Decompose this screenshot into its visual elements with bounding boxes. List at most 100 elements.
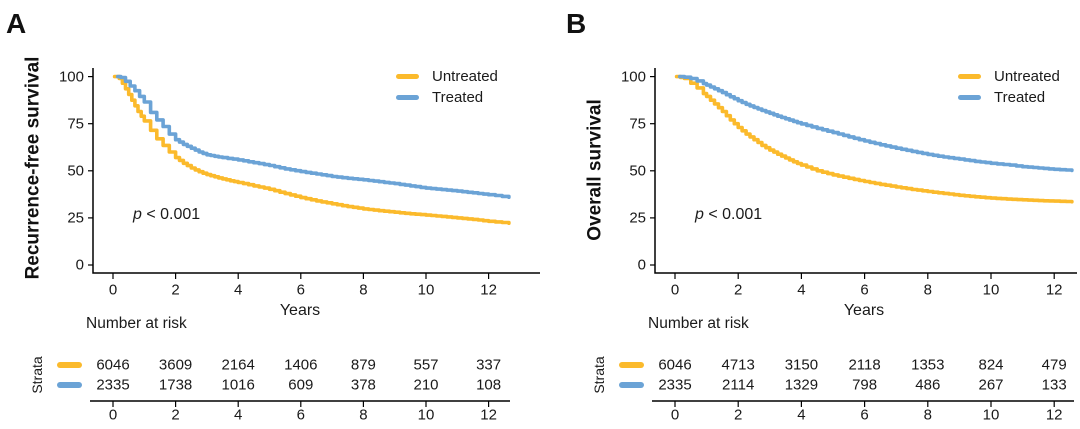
risk-count-untreated-b: 2118	[848, 356, 881, 374]
risk-count-treated-a: 2335	[96, 376, 130, 394]
x-tick-label-a: 12	[480, 281, 497, 299]
risk-count-untreated-b: 6046	[658, 356, 692, 374]
legend-swatch-untreated-icon	[958, 74, 981, 79]
x-tick-label-b: 8	[923, 281, 932, 299]
p-symbol-a: p	[133, 206, 142, 223]
risk-count-treated-b: 798	[852, 376, 878, 394]
x-tick-label-b: 10	[982, 281, 1000, 299]
y-tick-label-b: 75	[629, 115, 646, 133]
risk-table-header-a: Number at risk	[86, 315, 187, 332]
risk-count-treated-a: 609	[288, 376, 314, 394]
risk-tick-label-b: 8	[923, 406, 932, 424]
strata-label-a: Strata	[29, 356, 45, 394]
survival-curve-treated-a	[115, 74, 511, 199]
risk-row-swatch-untreated-icon	[619, 362, 644, 368]
risk-row-swatch-treated-icon	[57, 382, 82, 388]
legend-label-untreated: Untreated	[432, 68, 498, 85]
risk-count-untreated-b: 4713	[721, 356, 755, 374]
survival-curve-untreated-a	[112, 74, 511, 225]
risk-count-treated-b: 1329	[784, 376, 819, 394]
y-axis-title-recurrence-free-survival: Recurrence-free survival	[22, 56, 44, 280]
risk-tick-label-a: 2	[171, 406, 180, 424]
x-tick-label-b: 12	[1045, 281, 1063, 299]
risk-tick-label-a: 4	[234, 406, 243, 424]
legend-label-treated: Treated	[432, 89, 484, 106]
x-axis-title-years-a: Years	[279, 302, 321, 319]
x-tick-label-b: 0	[670, 281, 680, 299]
x-axis-title-years-b: Years	[843, 302, 885, 319]
x-tick-label-b: 4	[797, 281, 806, 299]
x-tick-label-a: 2	[171, 281, 180, 299]
legend-label-untreated: Untreated	[994, 68, 1060, 85]
x-tick-label-b: 2	[734, 281, 743, 299]
risk-count-treated-a: 210	[413, 376, 439, 394]
risk-count-treated-b: 133	[1041, 376, 1067, 394]
risk-count-untreated-b: 1353	[911, 356, 945, 374]
risk-count-treated-b: 2335	[658, 376, 692, 394]
risk-tick-label-b: 10	[982, 406, 1000, 424]
risk-count-untreated-b: 3150	[784, 356, 819, 374]
risk-tick-label-b: 0	[670, 406, 680, 424]
legend-a: Untreated Treated	[396, 66, 498, 108]
risk-row-swatch-untreated-icon	[57, 362, 82, 368]
risk-count-treated-a: 1738	[158, 376, 193, 394]
risk-tick-label-a: 6	[296, 406, 305, 424]
y-tick-label-a: 50	[67, 162, 84, 180]
risk-count-treated-a: 1016	[221, 376, 255, 394]
panel-a-letter: A	[6, 8, 27, 39]
risk-count-untreated-a: 1406	[284, 356, 318, 374]
risk-count-untreated-a: 3609	[158, 356, 193, 374]
p-value-a: p < 0.001	[133, 207, 200, 223]
legend-item-untreated: Untreated	[396, 66, 498, 87]
legend-swatch-treated-icon	[396, 95, 419, 100]
y-tick-label-b: 0	[637, 256, 646, 274]
risk-count-treated-a: 378	[350, 376, 376, 394]
p-symbol-b: p	[695, 206, 704, 223]
y-tick-label-b: 50	[629, 162, 646, 180]
plot-axes-b	[654, 68, 1077, 274]
risk-count-untreated-b: 479	[1041, 356, 1067, 374]
x-tick-label-b: 6	[860, 281, 869, 299]
x-tick-label-a: 0	[108, 281, 118, 299]
risk-table-header-b: Number at risk	[648, 315, 749, 332]
legend-item-treated: Treated	[958, 87, 1060, 108]
risk-count-untreated-b: 824	[978, 356, 1004, 374]
risk-tick-label-b: 4	[797, 406, 806, 424]
y-tick-label-b: 100	[620, 68, 646, 86]
risk-count-untreated-a: 6046	[96, 356, 130, 374]
y-tick-label-b: 25	[629, 209, 646, 227]
strata-label-b: Strata	[591, 356, 607, 394]
risk-count-untreated-a: 879	[350, 356, 376, 374]
p-text-b: < 0.001	[703, 206, 763, 223]
plot-axes-a	[92, 68, 540, 274]
y-tick-label-a: 75	[67, 115, 84, 133]
risk-tick-label-a: 0	[108, 406, 118, 424]
risk-count-untreated-a: 2164	[221, 356, 255, 374]
y-tick-label-a: 0	[75, 256, 84, 274]
risk-tick-label-b: 6	[860, 406, 869, 424]
survival-curve-treated-b	[677, 74, 1074, 173]
x-tick-label-a: 10	[417, 281, 435, 299]
risk-count-untreated-a: 557	[413, 356, 439, 374]
y-axis-title-overall-survival: Overall survival	[584, 99, 606, 241]
legend-swatch-untreated-icon	[396, 74, 419, 79]
x-tick-label-a: 4	[234, 281, 243, 299]
risk-row-swatch-treated-icon	[619, 382, 644, 388]
risk-count-untreated-a: 337	[476, 356, 502, 374]
risk-count-treated-b: 486	[915, 376, 941, 394]
risk-tick-label-a: 12	[480, 406, 497, 424]
survival-curve-untreated-b	[674, 74, 1074, 204]
p-text-a: < 0.001	[141, 206, 201, 223]
risk-count-treated-a: 108	[476, 376, 502, 394]
risk-tick-label-a: 8	[359, 406, 368, 424]
y-tick-label-a: 25	[67, 209, 84, 227]
legend-label-treated: Treated	[994, 89, 1046, 106]
legend-item-treated: Treated	[396, 87, 498, 108]
risk-tick-label-b: 2	[734, 406, 743, 424]
legend-item-untreated: Untreated	[958, 66, 1060, 87]
x-tick-label-a: 6	[296, 281, 305, 299]
x-tick-label-a: 8	[359, 281, 368, 299]
risk-count-treated-b: 2114	[722, 376, 755, 394]
